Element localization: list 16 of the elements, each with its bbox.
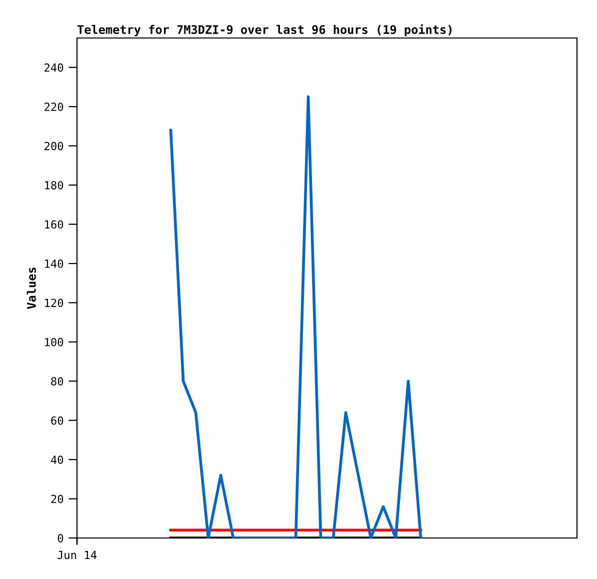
y-tick-label: 160 <box>45 220 64 229</box>
y-tick-label: 140 <box>45 259 64 268</box>
y-tick-label: 60 <box>51 416 64 425</box>
y-tick-label: 0 <box>58 534 64 542</box>
text: Jun 14 <box>58 550 97 560</box>
y-tick-label: 80 <box>51 377 64 386</box>
y-tick-label: 240 <box>44 63 64 72</box>
y-tick-label: 40 <box>50 456 64 464</box>
y-tick-label: 200 <box>44 142 64 150</box>
y-tick-label: 220 <box>44 102 64 112</box>
y-axis-title: Values <box>26 268 36 309</box>
chart-title: Telemetry for 7M3DZI-9 over last 96 hours (19 points) <box>78 24 452 36</box>
y-tick-label: 100 <box>45 338 64 346</box>
y-tick-label: 20 <box>51 494 64 504</box>
y-tick-label: 180 <box>45 181 64 190</box>
y-tick-label: 120 <box>45 298 64 308</box>
